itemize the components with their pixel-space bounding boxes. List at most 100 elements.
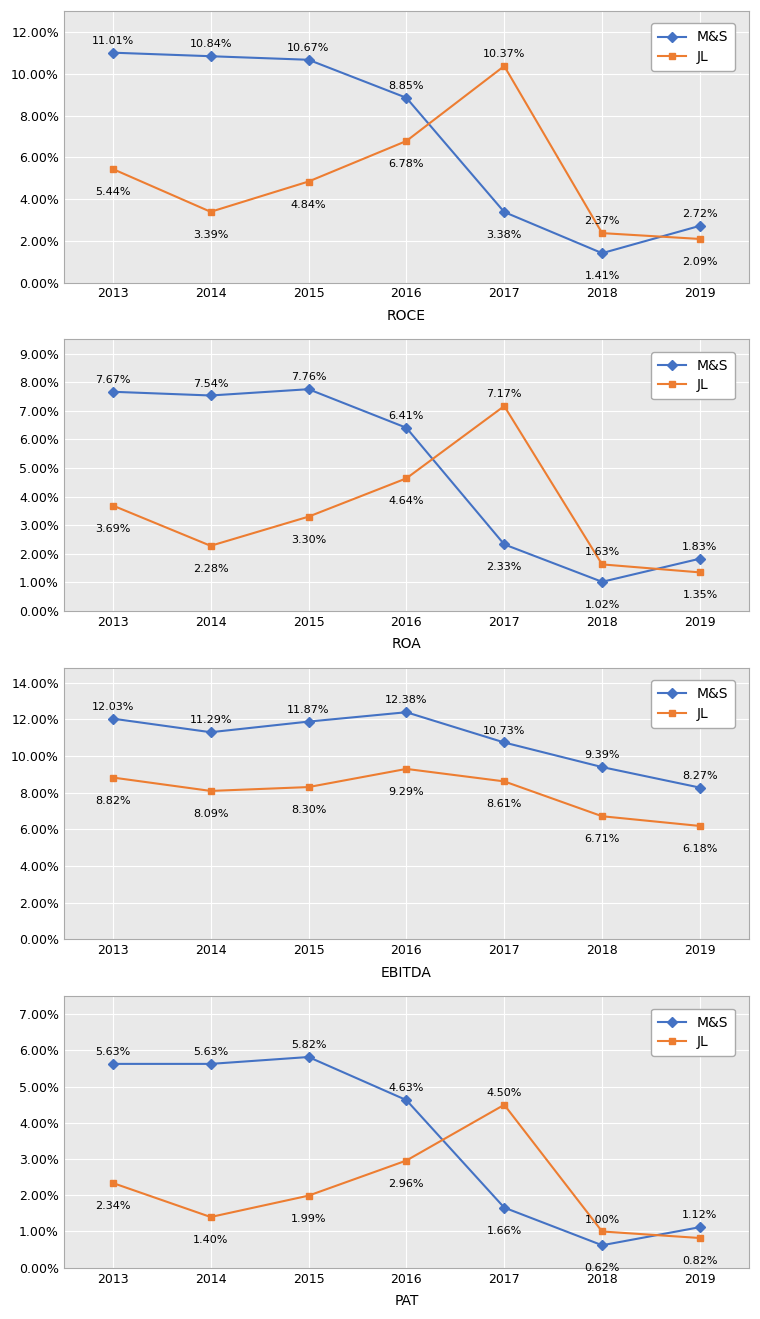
M&S (695, 551, 705, 567)
JL (206, 538, 215, 554)
M&S (499, 1200, 508, 1216)
JL (499, 398, 508, 414)
Text: 6.78%: 6.78% (388, 160, 424, 169)
Text: 7.67%: 7.67% (95, 375, 131, 385)
Text: 3.30%: 3.30% (291, 534, 326, 545)
Text: 2.37%: 2.37% (584, 216, 620, 226)
Text: 8.27%: 8.27% (682, 770, 717, 781)
JL (206, 783, 215, 799)
Text: 8.09%: 8.09% (193, 809, 229, 819)
JL (695, 818, 705, 834)
JL (402, 761, 411, 777)
JL (304, 780, 313, 795)
Text: 7.76%: 7.76% (291, 372, 326, 383)
JL (402, 133, 411, 149)
M&S (597, 245, 606, 261)
M&S (597, 1237, 606, 1253)
M&S (206, 388, 215, 404)
Text: 10.73%: 10.73% (483, 725, 525, 736)
Line: M&S: M&S (109, 49, 704, 257)
JL (597, 809, 606, 824)
Text: 1.99%: 1.99% (291, 1213, 326, 1224)
Text: 6.41%: 6.41% (388, 410, 424, 421)
Text: 4.84%: 4.84% (290, 199, 326, 210)
M&S (402, 90, 411, 106)
Text: 1.41%: 1.41% (584, 272, 620, 281)
Text: 12.03%: 12.03% (92, 702, 134, 712)
Legend: M&S, JL: M&S, JL (651, 681, 735, 728)
Text: 8.82%: 8.82% (95, 795, 131, 806)
Text: 1.83%: 1.83% (682, 542, 717, 551)
Text: 2.28%: 2.28% (193, 563, 229, 574)
Text: 5.63%: 5.63% (95, 1047, 131, 1057)
M&S (108, 384, 117, 400)
Text: 3.38%: 3.38% (486, 230, 522, 240)
Text: 3.69%: 3.69% (95, 524, 131, 534)
M&S (206, 724, 215, 740)
M&S (695, 218, 705, 233)
JL (108, 161, 117, 177)
M&S (108, 1057, 117, 1072)
JL (499, 1097, 508, 1113)
X-axis label: ROA: ROA (391, 637, 421, 652)
M&S (499, 204, 508, 220)
JL (206, 1210, 215, 1225)
JL (499, 773, 508, 789)
Text: 11.29%: 11.29% (189, 715, 232, 725)
JL (402, 1153, 411, 1169)
JL (304, 1187, 313, 1203)
M&S (402, 704, 411, 720)
Line: JL: JL (109, 62, 704, 243)
JL (304, 509, 313, 525)
Text: 2.72%: 2.72% (682, 208, 717, 219)
Text: 1.02%: 1.02% (584, 600, 620, 609)
Text: 0.62%: 0.62% (584, 1264, 620, 1273)
Text: 2.33%: 2.33% (486, 562, 522, 572)
X-axis label: EBITDA: EBITDA (381, 966, 432, 980)
Text: 4.63%: 4.63% (388, 1083, 424, 1093)
M&S (499, 735, 508, 751)
Text: 2.34%: 2.34% (95, 1202, 131, 1211)
Line: M&S: M&S (109, 1054, 704, 1249)
JL (597, 1224, 606, 1240)
M&S (695, 1219, 705, 1235)
Text: 11.01%: 11.01% (92, 36, 134, 46)
Line: M&S: M&S (109, 385, 704, 586)
Text: 8.30%: 8.30% (291, 805, 326, 815)
Text: 8.61%: 8.61% (486, 799, 522, 810)
Legend: M&S, JL: M&S, JL (651, 352, 735, 400)
JL (108, 769, 117, 785)
JL (695, 1231, 705, 1246)
Text: 9.39%: 9.39% (584, 751, 620, 760)
Text: 4.50%: 4.50% (486, 1088, 522, 1097)
Text: 5.82%: 5.82% (291, 1041, 326, 1050)
JL (695, 231, 705, 247)
Text: 7.54%: 7.54% (193, 379, 229, 389)
Text: 1.12%: 1.12% (682, 1211, 717, 1220)
Text: 5.44%: 5.44% (95, 187, 131, 197)
JL (597, 226, 606, 241)
M&S (304, 1049, 313, 1064)
Text: 1.35%: 1.35% (682, 591, 717, 600)
M&S (597, 760, 606, 776)
JL (695, 565, 705, 580)
JL (108, 1175, 117, 1191)
Text: 7.17%: 7.17% (486, 389, 522, 400)
Line: JL: JL (109, 402, 704, 576)
Text: 11.87%: 11.87% (287, 704, 330, 715)
JL (108, 497, 117, 513)
JL (499, 58, 508, 74)
M&S (499, 537, 508, 553)
Text: 1.63%: 1.63% (584, 547, 619, 558)
JL (402, 471, 411, 487)
M&S (597, 574, 606, 590)
Line: JL: JL (109, 1101, 704, 1241)
Line: JL: JL (109, 765, 704, 830)
M&S (108, 711, 117, 727)
Text: 1.40%: 1.40% (193, 1235, 228, 1245)
Legend: M&S, JL: M&S, JL (651, 1009, 735, 1057)
Text: 5.63%: 5.63% (193, 1047, 228, 1057)
JL (206, 204, 215, 220)
M&S (402, 1092, 411, 1108)
Text: 0.82%: 0.82% (682, 1256, 717, 1266)
